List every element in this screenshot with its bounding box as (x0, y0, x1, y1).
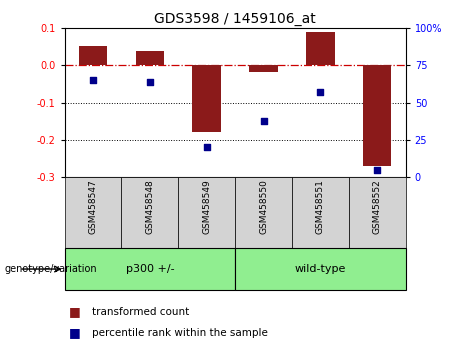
Point (146, 79, 154, 85)
Text: percentile rank within the sample: percentile rank within the sample (92, 328, 268, 338)
Bar (65, 248, 235, 290)
Text: ■: ■ (69, 305, 81, 318)
Bar (235, 248, 406, 290)
Point (260, 118, 267, 123)
Bar (306, 32, 335, 65)
Text: GSM458548: GSM458548 (145, 179, 154, 234)
Bar (249, 65, 278, 72)
Bar (65, 177, 121, 248)
Text: GSM458549: GSM458549 (202, 179, 211, 234)
Text: wild-type: wild-type (295, 264, 346, 274)
Bar (292, 177, 349, 248)
Text: GSM458552: GSM458552 (373, 179, 382, 234)
Text: GSM458547: GSM458547 (89, 179, 97, 234)
Bar (79, 46, 107, 65)
Point (89, 78, 97, 83)
Text: p300 +/-: p300 +/- (125, 264, 174, 274)
Bar (363, 65, 391, 166)
Point (373, 167, 381, 172)
Bar (235, 177, 292, 248)
Bar (349, 177, 406, 248)
Title: GDS3598 / 1459106_at: GDS3598 / 1459106_at (154, 12, 316, 26)
Text: ■: ■ (69, 326, 81, 339)
Text: genotype/variation: genotype/variation (5, 264, 97, 274)
Bar (121, 177, 178, 248)
Text: GSM458551: GSM458551 (316, 179, 325, 234)
Bar (136, 51, 164, 65)
Bar (193, 65, 221, 132)
Text: transformed count: transformed count (92, 307, 189, 316)
Point (317, 90, 324, 95)
Text: GSM458550: GSM458550 (259, 179, 268, 234)
Point (203, 144, 210, 150)
Bar (178, 177, 235, 248)
